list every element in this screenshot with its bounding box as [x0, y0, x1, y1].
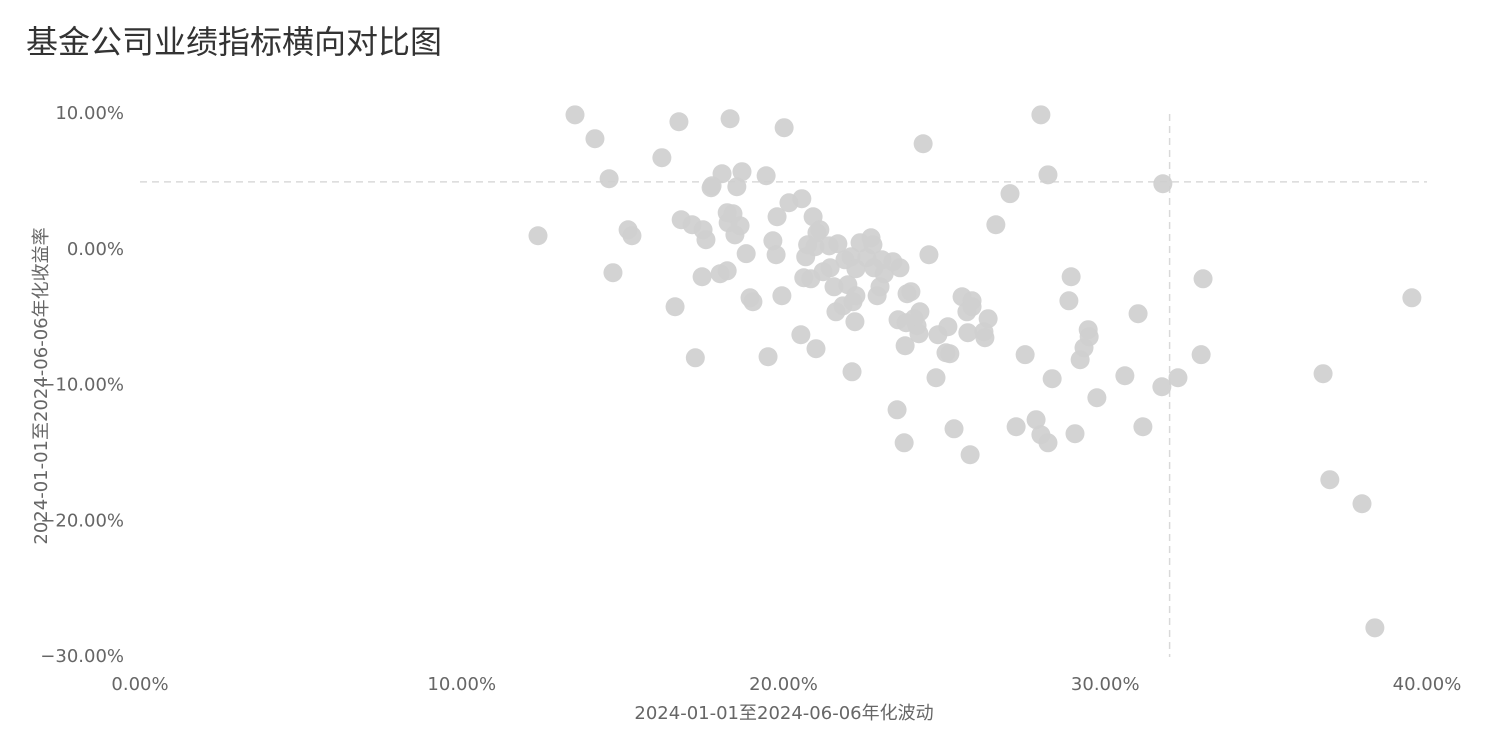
point — [720, 109, 740, 129]
point — [1026, 410, 1046, 430]
point — [958, 323, 978, 343]
point — [1313, 364, 1333, 384]
point — [727, 177, 747, 197]
point — [926, 368, 946, 388]
point — [652, 148, 672, 168]
point — [1320, 470, 1340, 490]
y-tick-label: 10.00% — [55, 103, 124, 124]
x-tick-label: 30.00% — [1071, 674, 1140, 695]
x-tick-label: 20.00% — [749, 674, 818, 695]
y-tick-label: 0.00% — [67, 239, 124, 260]
point — [901, 282, 921, 302]
point — [758, 347, 778, 367]
point — [810, 220, 830, 240]
point — [1006, 417, 1026, 437]
point — [1015, 345, 1035, 365]
point — [894, 433, 914, 453]
point — [565, 105, 585, 125]
y-tick-label: −10.00% — [40, 375, 124, 396]
point — [863, 235, 883, 255]
point — [845, 312, 865, 332]
point — [1079, 327, 1099, 347]
point — [665, 297, 685, 317]
point — [599, 169, 619, 189]
point — [828, 234, 848, 254]
point — [603, 263, 623, 283]
point — [938, 317, 958, 337]
point — [792, 189, 812, 209]
point — [712, 164, 732, 184]
point — [919, 245, 939, 265]
point — [1402, 288, 1422, 308]
x-tick-label: 10.00% — [427, 674, 496, 695]
point — [1061, 267, 1081, 287]
point — [1365, 618, 1385, 638]
point — [756, 166, 776, 186]
point — [1153, 174, 1173, 194]
point — [842, 362, 862, 382]
point — [975, 328, 995, 348]
point — [1128, 304, 1148, 324]
point — [717, 261, 737, 281]
x-axis-label: 2024-01-01至2024-06-06年化波动 — [634, 703, 933, 724]
point — [805, 237, 825, 257]
point — [791, 325, 811, 345]
point — [940, 344, 960, 364]
point — [774, 118, 794, 138]
point — [1038, 165, 1058, 185]
x-tick-label: 40.00% — [1393, 674, 1462, 695]
point — [913, 134, 933, 154]
point — [1115, 366, 1135, 386]
point — [1042, 369, 1062, 389]
chart-title: 基金公司业绩指标横向对比图 — [26, 23, 442, 61]
point — [669, 112, 689, 132]
point — [1065, 424, 1085, 444]
y-tick-label: −30.00% — [40, 646, 124, 667]
point — [1193, 269, 1213, 289]
point — [1031, 105, 1051, 125]
point — [736, 244, 756, 264]
point — [1191, 345, 1211, 365]
point — [1000, 184, 1020, 204]
point — [887, 400, 907, 420]
point — [528, 226, 548, 246]
point — [1168, 368, 1188, 388]
point — [585, 129, 605, 149]
point — [909, 324, 929, 344]
point — [1352, 494, 1372, 514]
point — [732, 162, 752, 182]
point — [1152, 377, 1172, 397]
point — [890, 258, 910, 278]
point — [696, 230, 716, 250]
point — [622, 226, 642, 246]
point — [806, 339, 826, 359]
point — [730, 216, 750, 236]
point — [692, 267, 712, 287]
point — [820, 258, 840, 278]
point — [772, 286, 792, 306]
point — [1038, 433, 1058, 453]
point — [978, 309, 998, 329]
point — [944, 419, 964, 439]
point — [767, 207, 787, 227]
y-tick-label: −20.00% — [40, 510, 124, 531]
x-tick-label: 0.00% — [111, 674, 168, 695]
point — [846, 286, 866, 306]
point — [910, 302, 930, 322]
point — [986, 215, 1006, 235]
y-axis-label: 2024-01-01至2024-06-06年化收益率 — [31, 227, 52, 544]
point — [960, 445, 980, 465]
point — [1059, 291, 1079, 311]
point — [685, 348, 705, 368]
point — [766, 245, 786, 265]
point — [962, 297, 982, 317]
point — [1087, 388, 1107, 408]
point — [743, 292, 763, 312]
point — [895, 336, 915, 356]
point — [1133, 417, 1153, 437]
